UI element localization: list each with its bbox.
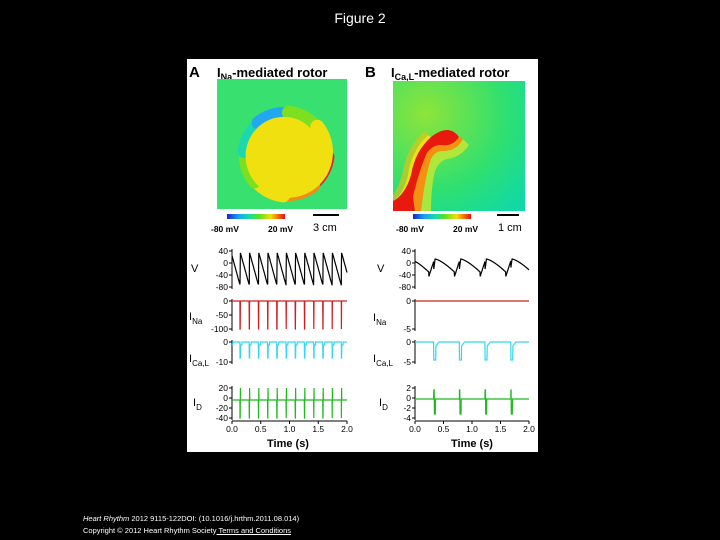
copyright-line: Copyright © 2012 Heart Rhythm Society Te… bbox=[83, 525, 299, 537]
trace-id bbox=[232, 387, 347, 419]
y-tick-label: -40 bbox=[216, 270, 229, 280]
y-tick-label: 0 bbox=[223, 393, 228, 403]
y-tick-label: -40 bbox=[399, 270, 412, 280]
y-tick-label: -80 bbox=[216, 282, 229, 292]
panel-b-label-id: ID bbox=[379, 397, 388, 412]
panel-a-title-rest: -mediated rotor bbox=[232, 65, 327, 80]
y-tick-label: -5 bbox=[403, 324, 411, 334]
panel-a-colorbar-max: 20 mV bbox=[268, 224, 293, 234]
y-tick-label: -50 bbox=[216, 310, 229, 320]
panel-a-letter: A bbox=[189, 64, 200, 81]
panel-a-scale-label: 3 cm bbox=[313, 222, 337, 234]
x-tick-label: 1.0 bbox=[284, 424, 296, 434]
y-tick-label: -4 bbox=[403, 413, 411, 423]
panel-b-scale-label: 1 cm bbox=[498, 222, 522, 234]
panel-a-xlabel: Time (s) bbox=[267, 438, 309, 450]
panel-b-letter: B bbox=[365, 64, 376, 81]
x-tick-label: 0.5 bbox=[438, 424, 450, 434]
journal-name: Heart Rhythm bbox=[83, 514, 130, 523]
citation-text: 2012 9115-122DOI: (10.1016/j.hrthm.2011.… bbox=[129, 514, 300, 523]
y-tick-label: 20 bbox=[219, 383, 229, 393]
y-tick-label: 40 bbox=[219, 246, 229, 256]
panel-b-colorbar-max: 20 mV bbox=[453, 224, 478, 234]
panel-b-xlabel: Time (s) bbox=[451, 438, 493, 450]
y-tick-label: -80 bbox=[399, 282, 412, 292]
panel-b-rotor-map bbox=[393, 81, 525, 211]
x-tick-label: 1.0 bbox=[466, 424, 478, 434]
panel-b-title: ICa,L-mediated rotor bbox=[391, 65, 509, 82]
slide-footer: Heart Rhythm 2012 9115-122DOI: (10.1016/… bbox=[83, 513, 299, 537]
panel-b-label-ical: ICa,L bbox=[373, 353, 394, 368]
y-tick-label: 0 bbox=[223, 258, 228, 268]
citation-line: Heart Rhythm 2012 9115-122DOI: (10.1016/… bbox=[83, 513, 299, 525]
trace-v bbox=[414, 258, 530, 277]
y-tick-label: 0 bbox=[406, 296, 411, 306]
panel-a-label-v: V bbox=[191, 263, 199, 275]
x-tick-label: 2.0 bbox=[523, 424, 535, 434]
x-tick-label: 1.5 bbox=[495, 424, 507, 434]
terms-link[interactable]: Terms and Conditions bbox=[216, 526, 291, 535]
slide-title: Figure 2 bbox=[334, 10, 386, 26]
figure-panel: A INa-mediated rotor B ICa,L-mediated ro… bbox=[187, 59, 538, 452]
x-tick-label: 1.5 bbox=[312, 424, 324, 434]
y-tick-label: -5 bbox=[403, 357, 411, 367]
panel-a-label-id: ID bbox=[193, 397, 202, 412]
y-tick-label: 0 bbox=[406, 258, 411, 268]
y-tick-label: -2 bbox=[403, 403, 411, 413]
panel-b-traces: 400-40-800-50-520-2-40.0 0.5 1.0 1.5 2.0 bbox=[399, 246, 535, 434]
panel-a-label-ical: ICa,L bbox=[189, 353, 210, 368]
x-tick-label: 0.0 bbox=[409, 424, 421, 434]
panel-b-title-main: I bbox=[391, 65, 395, 80]
spiral-band bbox=[245, 116, 334, 198]
figure-svg: A INa-mediated rotor B ICa,L-mediated ro… bbox=[189, 64, 535, 450]
y-tick-label: -40 bbox=[216, 413, 229, 423]
panel-a-colorbar bbox=[227, 214, 285, 219]
trace-ical bbox=[415, 341, 529, 361]
panel-b-title-rest: -mediated rotor bbox=[414, 65, 509, 80]
panel-a-title-sub: Na bbox=[221, 72, 233, 82]
panel-a-spiral bbox=[237, 105, 335, 203]
x-tick-label: 0.5 bbox=[255, 424, 267, 434]
x-tick-label: 0.0 bbox=[226, 424, 238, 434]
trace-v bbox=[231, 252, 348, 286]
y-tick-label: 0 bbox=[406, 393, 411, 403]
trace-ina bbox=[232, 300, 347, 330]
y-tick-label: -10 bbox=[216, 357, 229, 367]
panel-a-rotor-map bbox=[217, 79, 347, 209]
panel-b-colorbar-min: -80 mV bbox=[396, 224, 424, 234]
x-tick-label: 2.0 bbox=[341, 424, 353, 434]
panel-a-title-main: I bbox=[217, 65, 221, 80]
panel-b-title-sub: Ca,L bbox=[395, 72, 415, 82]
trace-id bbox=[415, 389, 529, 415]
y-tick-label: -20 bbox=[216, 403, 229, 413]
y-tick-label: 2 bbox=[406, 383, 411, 393]
panel-b-label-ina: INa bbox=[373, 312, 387, 327]
y-tick-label: -100 bbox=[211, 324, 228, 334]
y-tick-label: 0 bbox=[406, 337, 411, 347]
copyright-text: Copyright © 2012 Heart Rhythm Society bbox=[83, 526, 217, 535]
panel-a-title: INa-mediated rotor bbox=[217, 65, 327, 82]
panel-a-colorbar-min: -80 mV bbox=[211, 224, 239, 234]
panel-a-label-ina: INa bbox=[189, 311, 203, 326]
panel-b-label-v: V bbox=[377, 263, 385, 275]
y-tick-label: 0 bbox=[223, 337, 228, 347]
y-tick-label: 0 bbox=[223, 296, 228, 306]
trace-ical bbox=[232, 341, 347, 359]
panel-b-colorbar bbox=[413, 214, 471, 219]
y-tick-label: 40 bbox=[402, 246, 412, 256]
